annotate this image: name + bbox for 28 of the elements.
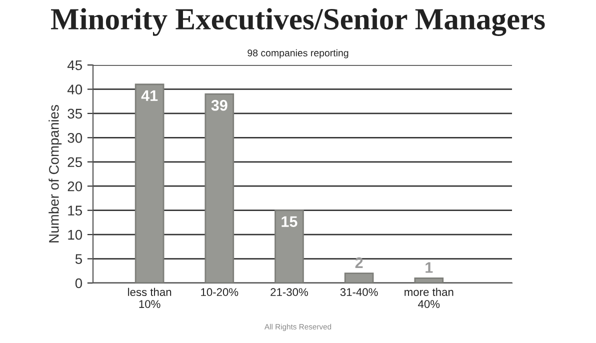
y-tick-label: 15: [68, 206, 82, 216]
bar: [134, 84, 164, 283]
chart-title: Minority Executives/Senior Managers: [50, 8, 545, 36]
y-tick-label: 20: [68, 181, 82, 192]
bar: [274, 210, 304, 283]
y-tick-label: 0: [75, 278, 82, 288]
x-tick-label: 10-20%: [201, 288, 238, 296]
y-tick-label: 25: [68, 157, 82, 168]
y-tick-label: 5: [75, 254, 82, 264]
bar: [344, 272, 374, 283]
x-tick-label: less than 10%: [128, 288, 172, 308]
chart-subtitle: 98 companies reporting: [248, 49, 348, 58]
bar: [414, 277, 444, 283]
y-tick-label: 40: [67, 84, 82, 94]
x-tick-label: 31-40%: [340, 288, 378, 296]
y-tick-label: 45: [67, 60, 82, 70]
x-tick-label: more than 40%: [404, 288, 454, 308]
data-label: 15: [282, 216, 298, 228]
y-axis-title: Number of Companies: [48, 105, 62, 242]
data-label: 41: [141, 90, 158, 101]
x-tick-label: 21-30%: [270, 288, 308, 296]
y-tick-label: 35: [68, 108, 82, 119]
y-tick-label: 10: [68, 230, 82, 240]
bar: [204, 93, 234, 283]
data-label: 39: [211, 100, 228, 111]
data-label: 1: [426, 262, 433, 273]
data-label: 2: [355, 257, 363, 268]
y-tick-label: 30: [68, 133, 82, 143]
